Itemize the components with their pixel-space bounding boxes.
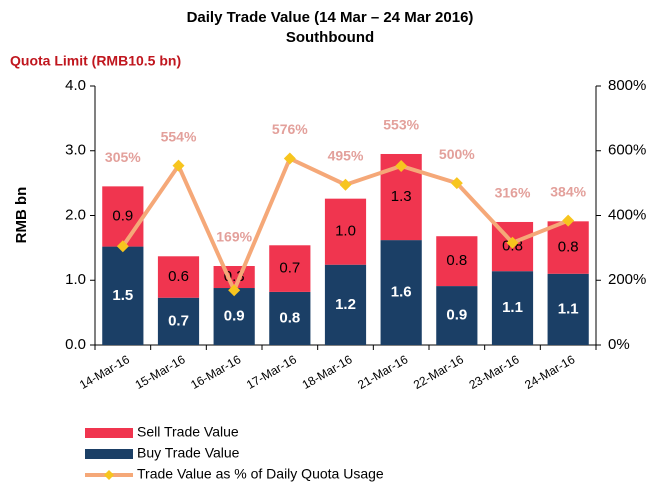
marker <box>450 177 463 190</box>
data-label: 0.8 <box>446 252 467 269</box>
bar-segment <box>491 271 534 345</box>
y-axis-label: RMB bn <box>13 187 30 244</box>
annotation: Quota Limit (RMB10.5 bn) <box>10 53 181 69</box>
marker <box>562 214 575 227</box>
data-label: 1.2 <box>335 296 356 313</box>
legend-swatch <box>85 449 133 459</box>
marker <box>506 236 519 249</box>
x-tick-label: 21-Mar-16 <box>355 352 410 392</box>
data-label: 0.6 <box>168 268 189 285</box>
chart-title: Daily Trade Value (14 Mar – 24 Mar 2016) <box>187 9 474 26</box>
legend-swatch <box>85 428 133 438</box>
y-tick-label: 0.0 <box>65 336 86 353</box>
bar-segment <box>547 273 589 345</box>
data-label: 576% <box>272 121 308 137</box>
chart-subtitle: Southbound <box>286 29 374 46</box>
marker <box>395 159 408 172</box>
data-label: 495% <box>328 147 364 163</box>
data-label: 500% <box>439 146 475 162</box>
x-tick-label: 22-Mar-16 <box>411 352 466 392</box>
y-tick-label: 1.0 <box>65 271 86 288</box>
y2-tick-label: 800% <box>608 77 646 94</box>
bar-segment <box>157 256 200 298</box>
data-label: 1.3 <box>391 188 412 205</box>
data-label: 0.8 <box>279 309 300 326</box>
marker <box>339 178 352 191</box>
y2-tick-label: 0% <box>608 336 630 353</box>
data-label: 0.9 <box>224 307 245 324</box>
bar-segment <box>436 236 478 287</box>
data-label: 1.0 <box>335 223 356 240</box>
data-label: 553% <box>383 117 419 133</box>
data-label: 1.6 <box>391 284 412 301</box>
bar-segment <box>102 186 144 247</box>
bar-segment <box>102 246 144 345</box>
x-tick-label: 16-Mar-16 <box>188 352 243 392</box>
data-label: 1.5 <box>112 287 133 304</box>
y2-tick-label: 200% <box>608 271 646 288</box>
bar-segment <box>269 245 311 292</box>
data-label: 0.9 <box>446 307 467 324</box>
data-label: 384% <box>550 183 586 199</box>
marker <box>116 240 129 253</box>
data-label: 0.8 <box>558 239 579 256</box>
y2-tick-label: 400% <box>608 206 646 223</box>
x-tick-label: 23-Mar-16 <box>467 352 522 392</box>
x-tick-label: 15-Mar-16 <box>133 352 188 392</box>
bar-segment <box>547 221 589 274</box>
data-label: 1.1 <box>502 299 523 316</box>
legend-label: Sell Trade Value <box>137 424 239 440</box>
x-tick-label: 14-Mar-16 <box>77 352 132 392</box>
data-label: 554% <box>161 128 197 144</box>
legend-label: Buy Trade Value <box>137 445 240 461</box>
data-label: 0.7 <box>279 260 300 277</box>
data-label: 316% <box>495 185 531 201</box>
bar-segment <box>269 291 311 345</box>
y2-tick-label: 600% <box>608 142 646 159</box>
x-tick-label: 17-Mar-16 <box>244 352 299 392</box>
legend-label: Trade Value as % of Daily Quota Usage <box>137 466 384 482</box>
legend-swatch <box>104 470 114 480</box>
x-tick-label: 18-Mar-16 <box>300 352 355 392</box>
bar-segment <box>213 288 255 345</box>
data-label: 169% <box>216 229 252 245</box>
marker <box>228 284 241 297</box>
bar-segment <box>380 240 422 345</box>
y-tick-label: 4.0 <box>65 77 86 94</box>
x-tick-label: 24-Mar-16 <box>522 352 577 392</box>
marker <box>172 159 185 172</box>
marker <box>283 152 296 165</box>
data-label: 0.7 <box>168 312 189 329</box>
y-tick-label: 2.0 <box>65 206 86 223</box>
data-label: 1.1 <box>558 300 579 317</box>
data-label: 305% <box>105 149 141 165</box>
y-tick-label: 3.0 <box>65 142 86 159</box>
bar-segment <box>324 264 367 345</box>
bar-segment <box>436 286 478 345</box>
data-label: 0.9 <box>112 207 133 224</box>
bar-segment <box>157 297 200 345</box>
bar-segment <box>324 198 367 265</box>
